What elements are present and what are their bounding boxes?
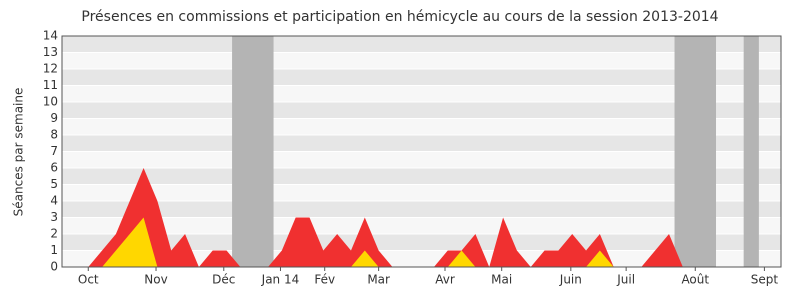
holiday-band bbox=[743, 36, 759, 267]
grid-band bbox=[62, 36, 781, 53]
y-tick-label: 9 bbox=[50, 111, 58, 125]
y-tick-label: 8 bbox=[50, 128, 58, 142]
x-tick-label: Juil bbox=[616, 273, 635, 287]
area-series bbox=[74, 217, 794, 267]
y-tick-label: 0 bbox=[50, 260, 58, 274]
x-tick-label: Mai bbox=[491, 273, 512, 287]
grid-band bbox=[62, 135, 781, 152]
x-tick-label: Jan 14 bbox=[261, 273, 300, 287]
y-tick-label: 11 bbox=[43, 78, 58, 92]
x-tick-label: Juin bbox=[559, 273, 582, 287]
x-tick-label: Sept bbox=[751, 273, 779, 287]
x-tick-label: Mar bbox=[367, 273, 390, 287]
x-tick-label: Fév bbox=[314, 273, 335, 287]
y-tick-label: 10 bbox=[43, 95, 58, 109]
y-tick-label: 5 bbox=[50, 177, 58, 191]
grid-band bbox=[62, 201, 781, 218]
x-tick-label: Oct bbox=[78, 273, 99, 287]
plot-border bbox=[61, 35, 782, 268]
x-tick-label: Avr bbox=[435, 273, 455, 287]
x-tick-label: Nov bbox=[144, 273, 167, 287]
y-tick-label: 1 bbox=[50, 243, 58, 257]
y-tick-label: 12 bbox=[43, 62, 58, 76]
grid-band bbox=[62, 102, 781, 119]
x-tick-label: Déc bbox=[212, 273, 235, 287]
x-tick-label: Août bbox=[681, 273, 709, 287]
y-tick-label: 14 bbox=[43, 29, 58, 43]
holiday-band bbox=[674, 36, 717, 267]
y-tick-label: 4 bbox=[50, 194, 58, 208]
holiday-band bbox=[232, 36, 274, 267]
y-tick-label: 7 bbox=[50, 144, 58, 158]
grid-band bbox=[62, 168, 781, 185]
y-tick-label: 13 bbox=[43, 45, 58, 59]
y-axis-label: Séances par semaine bbox=[12, 88, 26, 217]
y-tick-label: 3 bbox=[50, 210, 58, 224]
grid-band bbox=[62, 69, 781, 86]
y-tick-label: 2 bbox=[50, 227, 58, 241]
chart-title: Présences en commissions et participatio… bbox=[81, 9, 718, 25]
y-tick-label: 6 bbox=[50, 161, 58, 175]
